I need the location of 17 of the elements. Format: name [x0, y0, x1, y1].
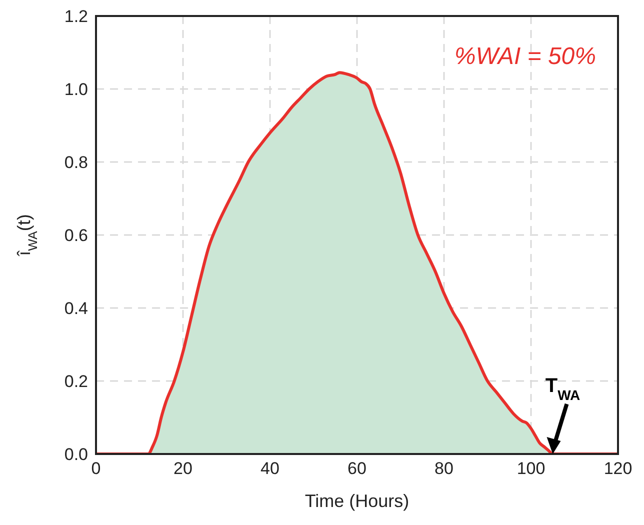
x-tick-label: 20: [174, 459, 192, 478]
y-tick-label: 0.8: [64, 153, 88, 172]
y-tick-label: 0.0: [64, 445, 88, 464]
annotation: %WAI = 50%: [454, 43, 596, 70]
x-tick-label: 60: [348, 459, 366, 478]
x-tick-label: 100: [516, 459, 546, 478]
x-tick-label: 80: [434, 459, 454, 478]
y-tick-label: 0.2: [64, 372, 88, 392]
x-tick-label: 120: [604, 459, 632, 478]
x-tick-label: 40: [260, 459, 280, 478]
y-tick-label: 0.4: [64, 299, 88, 318]
annotation: T$_{WA}$: [545, 375, 580, 403]
y-tick-label: 0.6: [64, 226, 88, 246]
x-axis-title: Time (Hours): [304, 491, 410, 511]
x-tick-label: 0: [91, 459, 101, 478]
y-tick-label: 1.2: [64, 7, 88, 26]
y-tick-label: 1.0: [64, 80, 88, 100]
